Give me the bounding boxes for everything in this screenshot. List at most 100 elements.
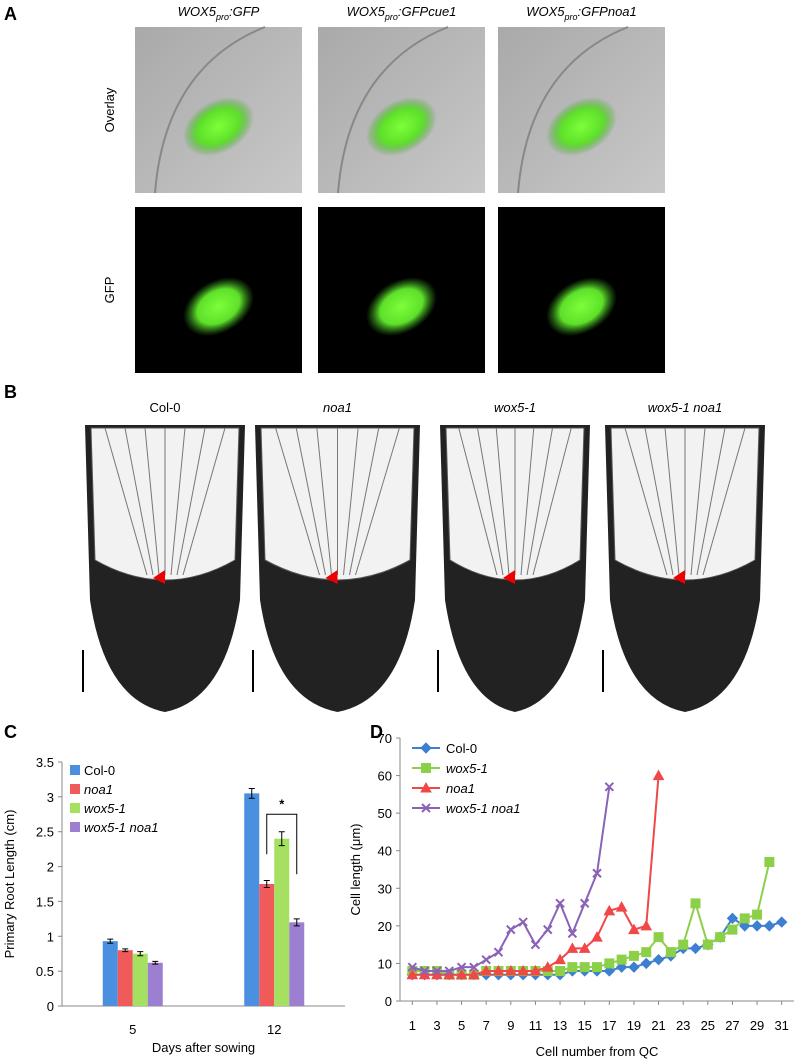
bar [244, 793, 260, 1006]
error-bar [122, 948, 129, 953]
marker [752, 909, 763, 920]
cell-file [520, 427, 535, 576]
marker [604, 782, 615, 792]
error-bar [137, 951, 144, 957]
marker [628, 950, 639, 961]
cell-file [644, 427, 674, 576]
cell-file [624, 427, 668, 576]
y-tick-label: 1 [47, 929, 54, 944]
y-tick-label: 0 [47, 999, 54, 1014]
root-edge [517, 26, 629, 194]
marker [628, 961, 640, 973]
cell-file [182, 427, 226, 576]
column-title: wox5-1 noa1 [648, 400, 722, 415]
marker [603, 904, 616, 916]
error-bar [278, 831, 285, 847]
marker [775, 916, 788, 928]
y-tick-label: 30 [378, 881, 392, 896]
error-bar [263, 880, 270, 888]
cell-file [170, 427, 186, 576]
x-tick-label: 19 [627, 1018, 641, 1033]
panel-label: A [4, 4, 17, 24]
y-tick-label: 50 [378, 806, 392, 821]
cell-file [458, 427, 498, 576]
marker [406, 968, 419, 980]
x-axis-label: Cell number from QC [536, 1044, 659, 1059]
marker [493, 947, 504, 957]
y-tick-label: 3 [47, 790, 54, 805]
marker [615, 901, 628, 912]
marker [555, 965, 566, 976]
legend-marker [421, 763, 431, 773]
marker [432, 966, 442, 976]
marker [604, 958, 615, 969]
marker [455, 968, 468, 980]
legend-label: noa1 [84, 782, 113, 797]
legend-marker [420, 742, 432, 754]
legend-label: wox5-1 noa1 [84, 820, 158, 835]
marker [444, 966, 454, 976]
marker [504, 964, 517, 976]
marker [628, 923, 640, 935]
column-title: WOX5pro:GFPcue1 [347, 4, 457, 22]
panel-label: D [370, 722, 383, 742]
cell-file [664, 427, 680, 576]
legend-swatch [70, 803, 80, 813]
marker [480, 964, 493, 976]
error-bar [107, 938, 114, 944]
marker [616, 954, 627, 965]
cell-file [104, 427, 148, 576]
cell-file [275, 427, 320, 576]
x-tick-label: 23 [676, 1018, 690, 1033]
x-axis-label: Days after sowing [152, 1040, 255, 1055]
marker [715, 932, 726, 943]
marker [529, 964, 542, 976]
marker [555, 898, 565, 909]
legend-label: wox5-1 [446, 761, 488, 776]
gfp-signal [366, 97, 437, 157]
legend-swatch [70, 822, 80, 832]
cell-file [690, 427, 706, 576]
x-tick-label: 21 [651, 1018, 665, 1033]
bar [147, 962, 163, 1006]
marker [579, 898, 590, 909]
y-axis-label: Primary Root Length (cm) [2, 810, 17, 959]
marker [592, 868, 602, 878]
cell-file [477, 427, 504, 576]
gfp-signal [546, 277, 617, 337]
root-edge [337, 26, 449, 194]
cell-file [526, 427, 553, 576]
bar [132, 953, 148, 1006]
marker [506, 924, 516, 935]
marker [615, 961, 628, 973]
legend-label: wox5-1 [84, 801, 126, 816]
gfp-signal [366, 277, 437, 337]
legend-swatch [70, 765, 80, 775]
marker [751, 920, 763, 932]
cell-file [495, 427, 510, 576]
marker [640, 957, 652, 970]
marker [419, 966, 430, 976]
y-tick-label: 60 [378, 769, 392, 784]
row-label: GFP [102, 277, 117, 304]
marker [579, 962, 590, 973]
x-tick-label: 5 [129, 1022, 136, 1037]
cell-file [295, 427, 326, 576]
qc-marker [673, 570, 685, 584]
x-tick-label: 29 [750, 1018, 764, 1033]
gfp-signal [546, 97, 617, 157]
title-sub: pro [564, 12, 578, 22]
cell-file [144, 427, 160, 576]
cell-file [124, 427, 154, 576]
marker [739, 920, 751, 932]
x-tick-label: 3 [433, 1018, 440, 1033]
cell-file [355, 427, 400, 576]
marker [567, 928, 578, 939]
marker [407, 962, 418, 972]
title-part: :GFPcue1 [398, 4, 457, 19]
column-title: Col-0 [149, 400, 180, 415]
title-part: :GFP [229, 4, 260, 19]
bar [274, 838, 290, 1006]
bar [259, 884, 275, 1006]
x-tick-label: 9 [507, 1018, 514, 1033]
